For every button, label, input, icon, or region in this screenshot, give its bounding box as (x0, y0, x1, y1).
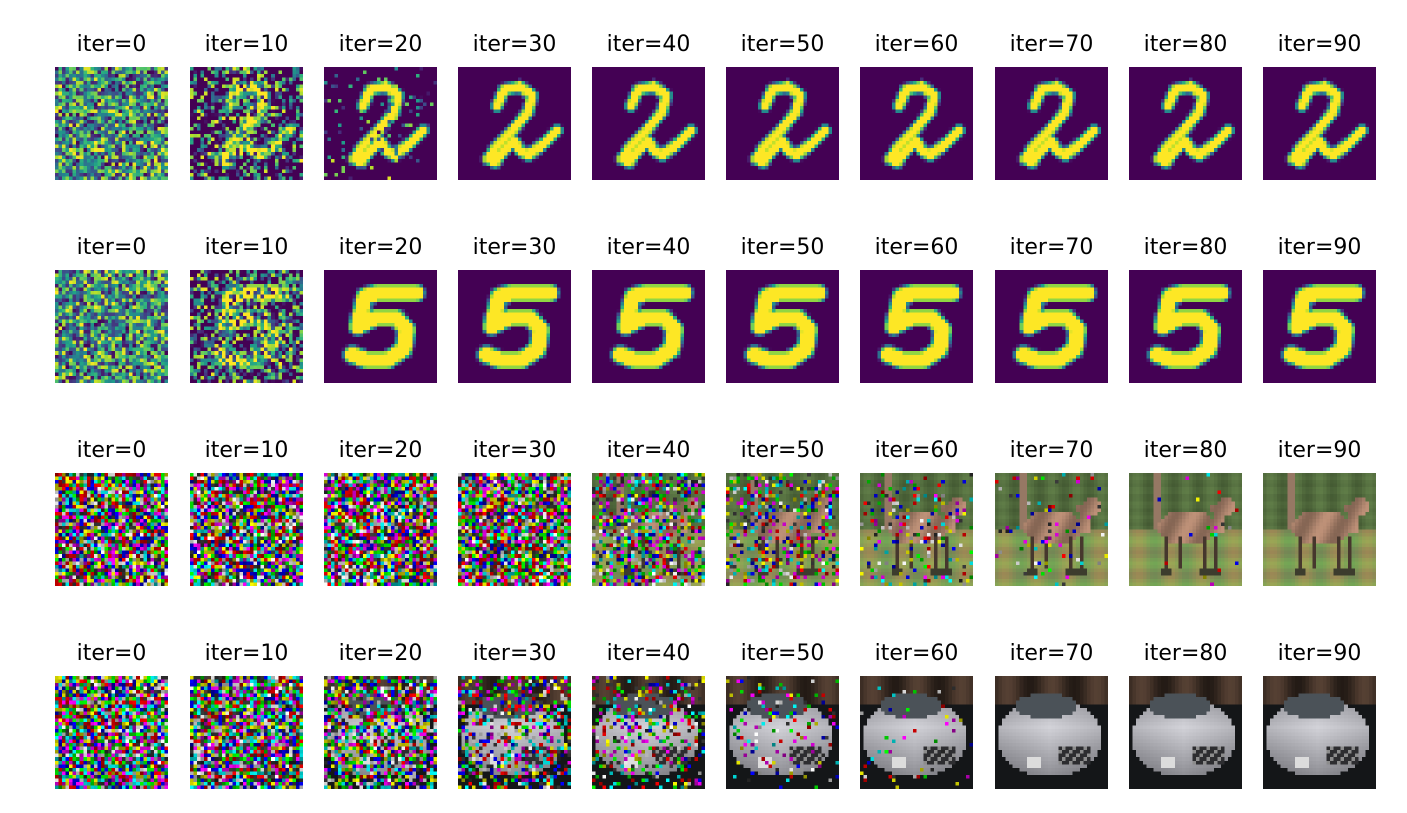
generated-image (592, 676, 705, 789)
generated-image (592, 473, 705, 586)
panel-title: iter=0 (76, 235, 147, 260)
generated-image (995, 676, 1108, 789)
panel-title: iter=80 (1143, 235, 1228, 260)
panel-title: iter=10 (204, 438, 289, 463)
generated-image (324, 473, 437, 586)
panel-title: iter=0 (76, 32, 147, 57)
panel-title: iter=40 (606, 235, 691, 260)
generated-image (1129, 67, 1242, 180)
panel-title: iter=50 (740, 235, 825, 260)
panel-title: iter=0 (76, 438, 147, 463)
generated-image (995, 270, 1108, 383)
generated-image (458, 676, 571, 789)
generated-image (190, 473, 303, 586)
generated-image (324, 67, 437, 180)
generated-image (324, 676, 437, 789)
generated-image (592, 67, 705, 180)
panel-title: iter=70 (1009, 438, 1094, 463)
panel-title: iter=10 (204, 641, 289, 666)
panel-title: iter=90 (1277, 32, 1362, 57)
panel-title: iter=80 (1143, 641, 1228, 666)
generated-image (55, 473, 168, 586)
panel-title: iter=60 (874, 438, 959, 463)
panel-title: iter=30 (472, 438, 557, 463)
generated-image (860, 473, 973, 586)
panel-title: iter=30 (472, 32, 557, 57)
generated-image (1263, 473, 1376, 586)
generated-image (726, 270, 839, 383)
panel-title: iter=90 (1277, 438, 1362, 463)
generated-image (458, 270, 571, 383)
generated-image (1129, 473, 1242, 586)
panel-title: iter=90 (1277, 641, 1362, 666)
generated-image (726, 67, 839, 180)
generated-image (995, 67, 1108, 180)
generated-image (1129, 676, 1242, 789)
panel-title: iter=60 (874, 32, 959, 57)
panel-title: iter=80 (1143, 438, 1228, 463)
panel-title: iter=50 (740, 641, 825, 666)
generated-image (860, 270, 973, 383)
generated-image (1263, 67, 1376, 180)
generated-image (458, 67, 571, 180)
panel-title: iter=40 (606, 32, 691, 57)
generated-image (458, 473, 571, 586)
generated-image (55, 67, 168, 180)
generated-image (860, 676, 973, 789)
panel-title: iter=30 (472, 641, 557, 666)
generated-image (592, 270, 705, 383)
panel-title: iter=60 (874, 641, 959, 666)
panel-title: iter=50 (740, 438, 825, 463)
generated-image (190, 270, 303, 383)
panel-title: iter=70 (1009, 32, 1094, 57)
generated-image (1263, 676, 1376, 789)
panel-title: iter=20 (338, 235, 423, 260)
panel-title: iter=30 (472, 235, 557, 260)
generated-image (1129, 270, 1242, 383)
generated-image (1263, 270, 1376, 383)
generated-image (726, 676, 839, 789)
panel-title: iter=50 (740, 32, 825, 57)
panel-title: iter=70 (1009, 641, 1094, 666)
panel-title: iter=60 (874, 235, 959, 260)
generated-image (55, 676, 168, 789)
generated-image (190, 67, 303, 180)
panel-title: iter=90 (1277, 235, 1362, 260)
generated-image (995, 473, 1108, 586)
panel-title: iter=0 (76, 641, 147, 666)
panel-title: iter=20 (338, 641, 423, 666)
panel-title: iter=40 (606, 438, 691, 463)
panel-title: iter=10 (204, 235, 289, 260)
panel-title: iter=40 (606, 641, 691, 666)
panel-title: iter=10 (204, 32, 289, 57)
generated-image (190, 676, 303, 789)
panel-title: iter=20 (338, 438, 423, 463)
panel-title: iter=80 (1143, 32, 1228, 57)
generated-image (324, 270, 437, 383)
panel-title: iter=20 (338, 32, 423, 57)
panel-title: iter=70 (1009, 235, 1094, 260)
generated-image (860, 67, 973, 180)
generated-image (726, 473, 839, 586)
generated-image (55, 270, 168, 383)
